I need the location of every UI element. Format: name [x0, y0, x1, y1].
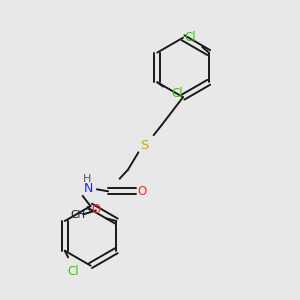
Text: methoxy: methoxy — [78, 213, 84, 214]
Text: CH: CH — [70, 210, 85, 220]
Text: O: O — [137, 185, 147, 198]
Text: N: N — [84, 182, 93, 195]
Text: S: S — [140, 139, 148, 152]
Text: 3: 3 — [85, 206, 90, 215]
Text: H: H — [83, 174, 91, 184]
Text: Cl: Cl — [185, 31, 197, 44]
Text: Cl: Cl — [171, 87, 183, 101]
Text: Cl: Cl — [67, 265, 79, 278]
Text: O: O — [91, 203, 101, 216]
